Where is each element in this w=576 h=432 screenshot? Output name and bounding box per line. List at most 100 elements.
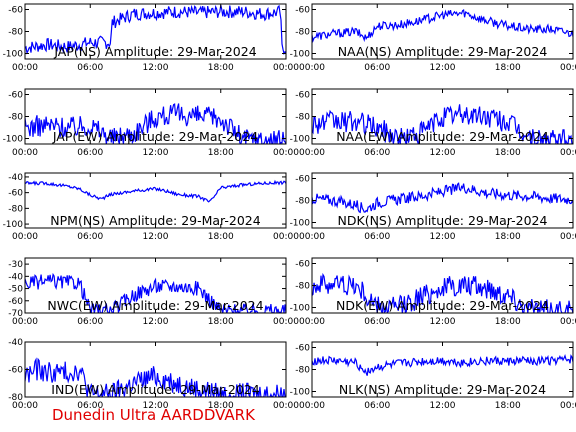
y-tick-label: -100 [290, 135, 311, 145]
y-tick-label: -60 [8, 366, 23, 376]
x-tick-label: 06:00 [77, 317, 103, 327]
panel-6: -70 -60 -50 -40 -30 00:00 06:00 12:00 18:00 00:00… [8, 257, 299, 327]
y-tick-label: -100 [290, 219, 311, 229]
x-tick-label: 00:00 [560, 401, 576, 411]
x-tick-label: 06:00 [364, 232, 390, 242]
x-tick-label: 00:00 [12, 63, 38, 73]
series-line [25, 4, 286, 56]
y-tick-label: -80 [295, 366, 310, 376]
x-tick-label: 00:00 [12, 232, 38, 242]
x-tick-label: 12:00 [430, 401, 456, 411]
panel-title: NLK(NS) Amplitude: 29-Mar-2024 [339, 382, 546, 397]
x-tick-label: 18:00 [208, 317, 234, 327]
y-tick-label: -60 [8, 189, 23, 199]
series-line [312, 353, 573, 376]
y-tick-label: -100 [290, 304, 311, 314]
y-tick-label: -60 [8, 91, 23, 101]
panel-0: -100 -80 -60 00:00 06:00 12:00 18:00 00:00 JAP(N… [3, 3, 299, 73]
panel-3: -100 -80 -60 00:00 06:00 12:00 18:00 00:00 NAA(E… [290, 88, 576, 158]
panel-title: JAP(EW) Amplitude: 29-Mar-2024 [52, 129, 258, 144]
y-tick-label: -60 [295, 260, 310, 270]
series-line [25, 272, 286, 313]
y-tick-label: -60 [8, 6, 23, 16]
x-tick-label: 12:00 [143, 148, 169, 158]
x-tick-label: 00:00 [560, 232, 576, 242]
x-tick-label: 18:00 [495, 232, 521, 242]
x-tick-label: 00:00 [12, 401, 38, 411]
x-tick-label: 12:00 [430, 232, 456, 242]
x-tick-label: 18:00 [208, 148, 234, 158]
x-tick-label: 06:00 [364, 317, 390, 327]
x-tick-label: 18:00 [495, 401, 521, 411]
y-tick-label: -80 [295, 113, 310, 123]
y-tick-label: -60 [295, 344, 310, 354]
x-tick-label: 00:00 [299, 148, 325, 158]
x-tick-label: 00:00 [273, 232, 299, 242]
y-tick-label: -60 [295, 175, 310, 185]
panel-4: -100 -80 -60 -40 00:00 06:00 12:00 18:00 00:00 NP… [3, 172, 299, 242]
y-tick-label: -80 [295, 28, 310, 38]
y-tick-label: -80 [8, 113, 23, 123]
y-tick-label: -100 [3, 135, 24, 145]
panel-title: NDK(NS) Amplitude: 29-Mar-2024 [338, 213, 548, 228]
y-tick-label: -100 [290, 50, 311, 60]
credit-label: Dunedin Ultra AARDDVARK [52, 406, 255, 424]
y-tick-label: -50 [8, 285, 23, 295]
series-line [312, 8, 573, 43]
panel-title: NDK(EW) Amplitude: 29-Mar-2024 [336, 298, 549, 313]
x-tick-label: 18:00 [495, 317, 521, 327]
x-tick-label: 06:00 [77, 63, 103, 73]
panel-title: NAA(NS) Amplitude: 29-Mar-2024 [338, 44, 548, 59]
x-tick-label: 00:00 [273, 148, 299, 158]
x-tick-label: 12:00 [143, 401, 169, 411]
x-tick-label: 00:00 [273, 317, 299, 327]
x-tick-label: 18:00 [495, 63, 521, 73]
x-tick-label: 00:00 [299, 317, 325, 327]
y-tick-label: -100 [290, 388, 311, 398]
y-tick-label: -80 [8, 393, 23, 403]
series-line [312, 182, 573, 214]
x-tick-label: 00:00 [299, 63, 325, 73]
y-tick-label: -60 [295, 91, 310, 101]
y-tick-label: -100 [3, 220, 24, 230]
x-tick-label: 12:00 [143, 317, 169, 327]
x-tick-label: 12:00 [430, 63, 456, 73]
x-tick-label: 12:00 [143, 232, 169, 242]
x-tick-label: 18:00 [208, 232, 234, 242]
x-tick-label: 06:00 [77, 401, 103, 411]
x-tick-label: 18:00 [208, 401, 234, 411]
x-tick-label: 00:00 [12, 148, 38, 158]
x-tick-label: 18:00 [208, 63, 234, 73]
y-tick-label: -80 [8, 204, 23, 214]
panel-title: NAA(EW) Amplitude: 29-Mar-2024 [336, 129, 549, 144]
x-tick-label: 12:00 [430, 148, 456, 158]
y-tick-label: -40 [8, 338, 23, 348]
panel-7: -100 -80 -60 00:00 06:00 12:00 18:00 00:00 NDK(E… [290, 257, 576, 327]
y-tick-label: -70 [8, 309, 23, 319]
y-tick-label: -30 [8, 260, 23, 270]
x-tick-label: 06:00 [364, 148, 390, 158]
series-line [25, 179, 286, 203]
y-tick-label: -80 [8, 28, 23, 38]
x-tick-label: 12:00 [430, 317, 456, 327]
y-tick-label: -100 [3, 50, 24, 60]
x-tick-label: 12:00 [143, 63, 169, 73]
y-tick-label: -60 [295, 6, 310, 16]
x-tick-label: 00:00 [299, 232, 325, 242]
series-line [312, 272, 573, 313]
x-tick-label: 00:00 [560, 148, 576, 158]
x-tick-label: 00:00 [273, 63, 299, 73]
series-line [25, 103, 286, 144]
x-tick-label: 00:00 [560, 317, 576, 327]
series-line [312, 104, 573, 144]
x-tick-label: 06:00 [364, 63, 390, 73]
panel-title: NWC(EW) Amplitude: 29-Mar-2024 [47, 298, 263, 313]
x-tick-label: 00:00 [12, 317, 38, 327]
panel-9: -100 -80 -60 00:00 06:00 12:00 18:00 00:00 NLK(N… [290, 341, 576, 411]
panel-1: -100 -80 -60 00:00 06:00 12:00 18:00 00:00 NAA(N… [290, 3, 576, 73]
x-tick-label: 00:00 [560, 63, 576, 73]
y-tick-label: -80 [295, 197, 310, 207]
y-tick-label: -40 [8, 173, 23, 183]
series-line [25, 357, 286, 397]
